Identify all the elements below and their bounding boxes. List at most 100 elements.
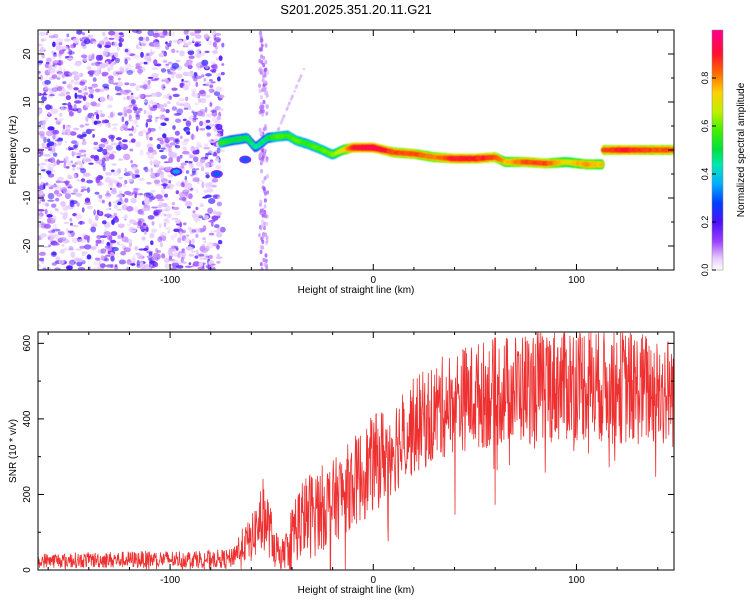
spectrogram-speckle [60, 106, 64, 109]
spectrogram-speckle [217, 76, 221, 82]
spectrogram-speckle [67, 51, 75, 55]
spectrogram-stripe-speckle [261, 78, 265, 83]
spectrogram-speckle [198, 89, 206, 95]
spectrogram-speckle [141, 236, 146, 241]
spectrogram-speckle [154, 77, 160, 81]
spectrogram-stripe-speckle [266, 70, 269, 75]
spectrogram-speckle [168, 95, 172, 100]
spectrogram-speckle [124, 218, 127, 221]
spectrogram-speckle [179, 221, 182, 228]
spectrogram-speckle [128, 229, 137, 232]
spectrogram-speckle [88, 93, 94, 99]
spectrogram-speckle [171, 106, 178, 111]
spectrogram-speckle [195, 168, 200, 171]
spectrogram-speckle [98, 194, 103, 199]
spectrogram-speckle [176, 156, 181, 163]
spectrogram-speckle [160, 232, 167, 236]
spectrogram-speckle [149, 51, 153, 57]
spectrogram-speckle [76, 179, 81, 182]
spectrogram-speckle [124, 89, 132, 93]
spectrogram-speckle [188, 105, 192, 111]
spectrogram-stripe-speckle [261, 148, 265, 153]
spectrogram-speckle [156, 143, 161, 150]
spectrogram-speckle [85, 101, 90, 108]
spectrogram-speckle [135, 124, 139, 128]
spectrogram-stripe-speckle [263, 73, 266, 78]
spectrogram-speckle [39, 31, 46, 36]
spectrogram-stripe-speckle [261, 219, 265, 224]
spectrogram-speckle [71, 79, 74, 82]
spectrogram-speckle [51, 251, 57, 256]
spectrogram-speckle [97, 249, 104, 254]
x-tick-label: 0 [370, 275, 376, 286]
spectrogram-speckle [84, 201, 92, 206]
spectrogram-speckle [133, 110, 141, 114]
spectrogram-speckle [44, 158, 49, 162]
spectrogram-speckle [141, 129, 147, 134]
spectrogram-speckle [182, 150, 190, 155]
spectrogram-speckle [149, 160, 153, 166]
spectrogram-speckle [107, 95, 114, 102]
spectrogram-speckle [178, 251, 186, 254]
spectrogram-speckle [194, 43, 202, 47]
spectrogram-speckle [108, 78, 114, 85]
spectrogram-speckle [98, 175, 104, 180]
colorbar-tick-label: 0.6 [700, 120, 710, 133]
spectrogram-streak-speckle [295, 84, 298, 88]
spectrogram-speckle [152, 51, 155, 55]
spectrogram-speckle [118, 32, 124, 35]
spectrogram-speckle [211, 184, 217, 188]
spectrogram-speckle [62, 205, 69, 212]
spectrogram-speckle [177, 252, 181, 259]
spectrogram-speckle [167, 136, 175, 141]
spectrogram-speckle [76, 30, 83, 35]
spectrogram-speckle [164, 217, 169, 223]
spectrogram-speckle [151, 73, 159, 78]
spectrogram-speckle [54, 242, 60, 246]
spectrogram-speckle [48, 244, 52, 248]
spectrogram-speckle [47, 138, 51, 143]
spectrogram-speckle [56, 211, 63, 214]
spectrogram-speckle [89, 129, 96, 131]
spectrogram-speckle [42, 124, 46, 130]
spectrogram-speckle [85, 115, 89, 122]
spectrogram-speckle [87, 34, 93, 38]
spectrogram-speckle [147, 153, 155, 160]
spectrogram-speckle [175, 118, 182, 123]
spectrogram-stripe-speckle [262, 99, 266, 105]
spectrogram-speckle [203, 79, 206, 82]
spectrogram-speckle [192, 177, 200, 183]
spectrogram-speckle [111, 151, 117, 154]
spectrogram-stripe-speckle [263, 176, 267, 181]
spectrogram-speckle [154, 172, 160, 178]
spectrogram-speckle [44, 208, 48, 215]
spectrogram-speckle [205, 125, 212, 130]
spectrogram-speckle [77, 89, 82, 93]
spectrogram-speckle [108, 75, 114, 80]
spectrogram-speckle [210, 221, 214, 227]
spectrogram-speckle [128, 133, 133, 136]
spectrogram-speckle [106, 223, 111, 228]
spectrogram-speckle [182, 38, 187, 45]
spectrogram-speckle [99, 109, 103, 115]
spectrogram-speckle [52, 228, 61, 232]
spectrogram-speckle [175, 190, 179, 195]
spectrogram-speckle [149, 232, 155, 239]
spectrogram-speckle [117, 77, 121, 81]
spectrogram-speckle [219, 226, 226, 233]
spectrogram-speckle [147, 110, 153, 116]
spectrogram-speckle [142, 84, 148, 90]
spectrogram-streak-speckle [299, 74, 303, 77]
spectrogram-speckle [82, 133, 87, 137]
spectrogram-speckle [71, 237, 79, 244]
spectrogram-speckle [139, 263, 147, 270]
spectrogram-speckle [153, 159, 158, 164]
spectrogram-speckle [101, 157, 106, 163]
spectrogram-speckle [73, 80, 80, 86]
spectrogram-speckle [196, 49, 201, 54]
spectrogram-speckle [131, 173, 138, 179]
spectrogram-speckle [198, 261, 204, 267]
spectrogram-streak-speckle [287, 102, 291, 105]
spectrogram-speckle [63, 71, 67, 76]
spectrogram-speckle [155, 116, 159, 119]
